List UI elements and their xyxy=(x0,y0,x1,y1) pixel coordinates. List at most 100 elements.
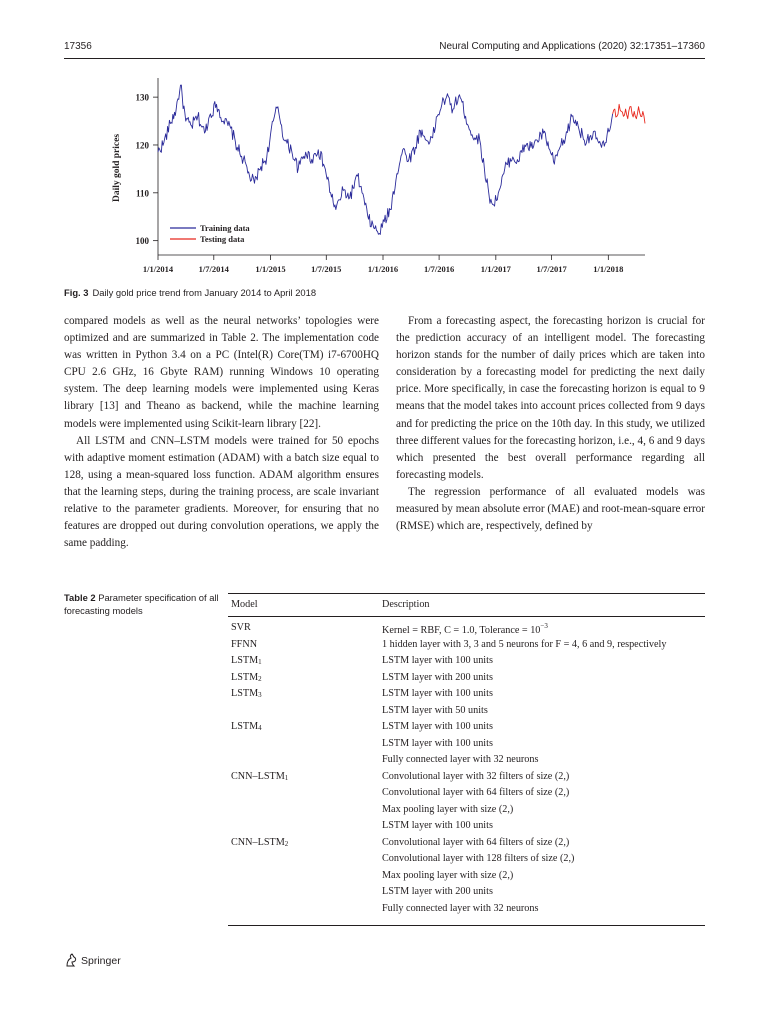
y-tick-label: 120 xyxy=(136,140,150,150)
model-subscript: 1 xyxy=(258,658,262,666)
model-name: FFNN xyxy=(231,638,258,650)
x-tick-label: 1/7/2014 xyxy=(199,264,230,274)
table-row: LSTM4 LSTM layer with 100 units xyxy=(228,721,705,738)
table-row: LSTM1 LSTM layer with 100 units xyxy=(228,655,705,672)
chart-lines xyxy=(157,84,646,235)
table-row: SVR Kernel = RBF, C = 1.0, Tolerance = 10… xyxy=(228,622,705,639)
column-header-description: Description xyxy=(382,599,430,610)
right-paragraph-1: From a forecasting aspect, the forecasti… xyxy=(396,315,705,481)
table-cell-model: CNN–LSTM1 xyxy=(231,771,288,782)
right-column: From a forecasting aspect, the forecasti… xyxy=(396,313,705,535)
x-tick-label: 1/1/2015 xyxy=(255,264,285,274)
table-cell-description: LSTM layer with 100 units xyxy=(382,721,493,732)
legend-label-testing: Testing data xyxy=(200,234,245,244)
model-name: CNN–LSTM xyxy=(231,836,285,848)
y-tick-label: 100 xyxy=(136,236,150,246)
left-column: compared models as well as the neural ne… xyxy=(64,313,379,552)
springer-horse-icon xyxy=(64,953,78,970)
table-cell-model: FFNN xyxy=(231,639,257,650)
table-header-rule xyxy=(228,616,705,617)
table-header-row: Model Description xyxy=(228,594,705,616)
legend-label-training: Training data xyxy=(200,223,250,233)
chart-axes: 100 110 120 130 1/1/2014 1/7/2014 1/1/2015 1/7/… xyxy=(136,78,645,274)
table-cell-description: Kernel = RBF, C = 1.0, Tolerance = 10−3 xyxy=(382,622,548,636)
table-row: Fully connected layer with 32 neurons xyxy=(228,903,705,920)
table-cell-model: LSTM3 xyxy=(231,688,262,699)
table-cell-model: LSTM2 xyxy=(231,672,262,683)
description-text: Fully connected layer with 32 neurons xyxy=(382,754,539,765)
table-row: LSTM layer with 50 units xyxy=(228,705,705,722)
model-subscript: 1 xyxy=(284,773,289,782)
right-paragraph-2: The regression performance of all evalua… xyxy=(396,485,705,533)
table-cell-description: Convolutional layer with 32 filters of s… xyxy=(382,771,569,782)
left-paragraph-1: compared models as well as the neural ne… xyxy=(64,315,379,430)
table-label: Table 2 xyxy=(64,592,96,603)
table-cell-description: Convolutional layer with 128 filters of … xyxy=(382,853,574,864)
table-cell-model: LSTM4 xyxy=(231,721,262,732)
x-tick-label: 1/1/2017 xyxy=(481,264,512,274)
table-cell-description: Fully connected layer with 32 neurons xyxy=(382,903,538,914)
header-rule xyxy=(64,58,705,59)
table-bottom-rule xyxy=(228,925,705,926)
table-row: LSTM layer with 100 units xyxy=(228,738,705,755)
description-text: LSTM layer with 50 units xyxy=(382,704,488,716)
description-superscript: −3 xyxy=(540,622,548,630)
publisher-name: Springer xyxy=(81,955,121,967)
description-text: LSTM layer with 100 units xyxy=(382,820,493,831)
table-cell-description: Convolutional layer with 64 filters of s… xyxy=(382,837,569,848)
table-row: LSTM layer with 100 units xyxy=(228,820,705,837)
description-text: LSTM layer with 200 units xyxy=(382,886,493,897)
description-text: Max pooling layer with size (2,) xyxy=(382,803,514,815)
x-tick-label: 1/1/2018 xyxy=(593,264,623,274)
column-header-model: Model xyxy=(231,599,258,610)
table-cell-description: LSTM layer with 100 units xyxy=(382,688,493,699)
table-cell-description: LSTM layer with 200 units xyxy=(382,672,493,683)
table-row: LSTM2 LSTM layer with 200 units xyxy=(228,672,705,689)
table-cell-description: LSTM layer with 100 units xyxy=(382,820,493,831)
model-name: LSTM xyxy=(231,688,259,699)
left-paragraph-2: All LSTM and CNN–LSTM models were traine… xyxy=(64,434,379,550)
table-cell-description: 1 hidden layer with 3, 3 and 5 neurons f… xyxy=(382,639,666,650)
description-text: Convolutional layer with 64 filters of s… xyxy=(382,836,570,848)
model-name: LSTM xyxy=(231,655,259,666)
y-axis-label: Daily gold prices xyxy=(112,134,122,202)
description-text: Kernel = RBF, C = 1.0, Tolerance = 10 xyxy=(382,625,541,636)
table-cell-description: Max pooling layer with size (2,) xyxy=(382,804,513,815)
model-subscript: 4 xyxy=(258,724,262,732)
figure-label: Fig. 3 xyxy=(64,287,89,298)
table-cell-description: LSTM layer with 100 units xyxy=(382,655,493,666)
table-row: CNN–LSTM1 Convolutional layer with 32 fil… xyxy=(228,771,705,788)
table-row: Max pooling layer with size (2,) xyxy=(228,870,705,887)
testing-data-line xyxy=(612,103,646,124)
table-row: FFNN 1 hidden layer with 3, 3 and 5 neuro… xyxy=(228,639,705,656)
description-text: LSTM layer with 100 units xyxy=(382,737,493,749)
publisher-footer: Springer xyxy=(64,953,121,970)
gold-price-chart: 100 110 120 130 1/1/2014 1/7/2014 1/1/2015 1/7/… xyxy=(112,78,646,274)
model-subscript: 2 xyxy=(284,839,289,848)
model-name: SVR xyxy=(231,622,251,633)
x-tick-label: 1/7/2017 xyxy=(536,264,567,274)
x-tick-label: 1/7/2015 xyxy=(311,264,341,274)
table-row: LSTM3 LSTM layer with 100 units xyxy=(228,688,705,705)
figure-caption-text: Daily gold price trend from January 2014… xyxy=(92,287,317,298)
table-row: LSTM layer with 200 units xyxy=(228,886,705,903)
page-number: 17356 xyxy=(64,41,92,52)
training-data-line xyxy=(157,84,614,235)
journal-citation: Neural Computing and Applications (2020)… xyxy=(439,41,705,52)
description-text: LSTM layer with 100 units xyxy=(382,721,493,732)
figure-caption: Fig. 3 Daily gold price trend from Januar… xyxy=(64,287,316,298)
description-text: Fully connected layer with 32 neurons xyxy=(382,902,539,914)
table-row: Max pooling layer with size (2,) xyxy=(228,804,705,821)
table-cell-model: CNN–LSTM2 xyxy=(231,837,288,848)
table-cell-description: LSTM layer with 50 units xyxy=(382,705,488,716)
description-text: LSTM layer with 200 units xyxy=(382,671,493,683)
model-name: LSTM xyxy=(231,671,259,683)
description-text: 1 hidden layer with 3, 3 and 5 neurons f… xyxy=(382,638,667,650)
model-name: LSTM xyxy=(231,721,259,732)
table-caption: Table 2 Parameter specification of all f… xyxy=(64,592,224,617)
table-cell-description: Convolutional layer with 64 filters of s… xyxy=(382,787,569,798)
table-row: Fully connected layer with 32 neurons xyxy=(228,754,705,771)
x-tick-label: 1/1/2016 xyxy=(368,264,398,274)
table-cell-description: Fully connected layer with 32 neurons xyxy=(382,754,538,765)
